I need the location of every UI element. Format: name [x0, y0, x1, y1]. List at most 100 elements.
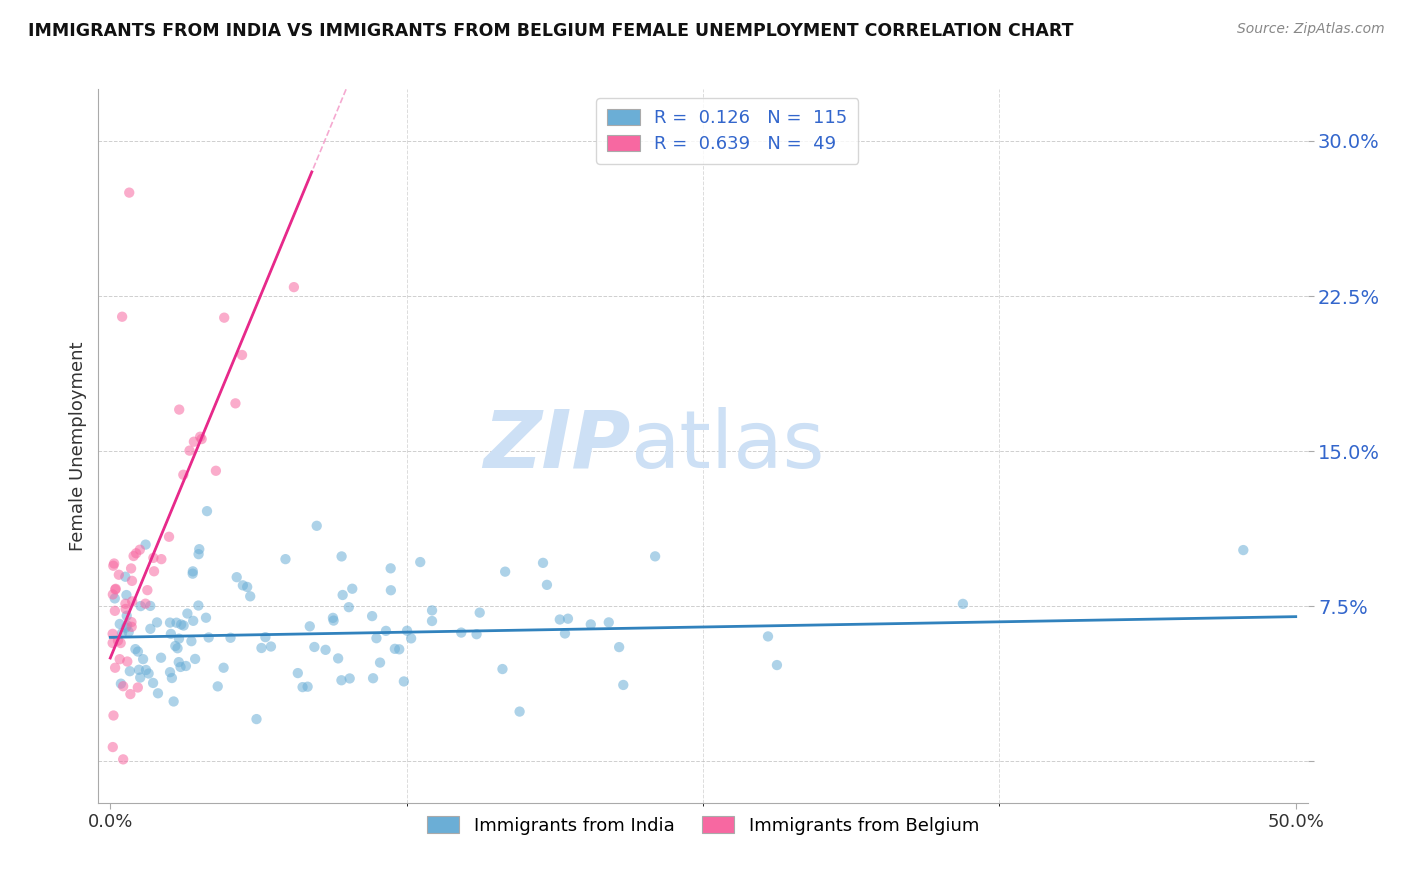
Point [101, 636, 124, 650]
Point [167, 655, 190, 669]
Point [110, 676, 132, 690]
Point [322, 614, 344, 628]
Point [195, 611, 218, 625]
Point [121, 594, 143, 608]
Point [420, 614, 443, 628]
Point [598, 615, 620, 630]
Point [128, 542, 150, 557]
Point [114, 602, 136, 616]
Point [195, 504, 218, 518]
Point [157, 530, 180, 544]
Point [330, 673, 353, 688]
Point [136, 583, 159, 598]
Point [181, 614, 204, 628]
Point [108, 652, 131, 666]
Point [375, 624, 398, 638]
Point [115, 621, 138, 635]
Point [179, 443, 201, 458]
Point [239, 590, 262, 604]
Point [326, 651, 349, 665]
Point [342, 582, 364, 596]
Point [181, 565, 204, 579]
Point [112, 679, 135, 693]
Point [212, 310, 235, 325]
Point [399, 632, 422, 646]
Point [219, 631, 242, 645]
Point [111, 310, 134, 324]
Point [104, 582, 127, 597]
Point [305, 518, 328, 533]
Point [120, 561, 142, 575]
Point [339, 672, 361, 686]
Point [250, 640, 273, 655]
Point [361, 609, 384, 624]
Point [176, 607, 198, 621]
Point [138, 666, 160, 681]
Point [146, 686, 169, 700]
Point [170, 617, 193, 632]
Point [188, 542, 211, 557]
Point [337, 600, 360, 615]
Point [139, 622, 162, 636]
Point [150, 650, 173, 665]
Point [101, 587, 124, 601]
Point [101, 740, 124, 755]
Point [392, 674, 415, 689]
Point [104, 591, 127, 606]
Point [236, 580, 259, 594]
Point [283, 280, 305, 294]
Point [135, 538, 157, 552]
Point [297, 680, 319, 694]
Point [183, 434, 205, 449]
Point [160, 671, 183, 685]
Point [536, 578, 558, 592]
Point [124, 642, 146, 657]
Point [101, 627, 124, 641]
Point [139, 599, 162, 613]
Point [212, 661, 235, 675]
Point [104, 604, 127, 618]
Point [129, 599, 152, 613]
Point [245, 712, 267, 726]
Text: IMMIGRANTS FROM INDIA VS IMMIGRANTS FROM BELGIUM FEMALE UNEMPLOYMENT CORRELATION: IMMIGRANTS FROM INDIA VS IMMIGRANTS FROM… [28, 22, 1074, 40]
Point [146, 615, 169, 630]
Point [104, 582, 127, 596]
Point [332, 588, 354, 602]
Point [579, 617, 602, 632]
Point [287, 666, 309, 681]
Point [260, 640, 283, 654]
Point [132, 652, 155, 666]
Y-axis label: Female Unemployment: Female Unemployment [69, 342, 87, 550]
Point [166, 641, 188, 656]
Point [129, 671, 152, 685]
Point [330, 549, 353, 564]
Point [205, 464, 228, 478]
Point [117, 655, 139, 669]
Point [368, 656, 391, 670]
Point [122, 549, 145, 563]
Point [187, 599, 209, 613]
Point [612, 678, 634, 692]
Point [166, 615, 188, 630]
Point [207, 679, 229, 693]
Point [468, 606, 491, 620]
Point [110, 636, 132, 650]
Point [756, 629, 779, 643]
Point [766, 658, 789, 673]
Point [531, 556, 554, 570]
Point [108, 617, 131, 632]
Point [169, 660, 191, 674]
Point [187, 547, 209, 561]
Point [388, 642, 411, 657]
Point [115, 588, 138, 602]
Point [159, 665, 181, 680]
Point [165, 639, 187, 653]
Point [125, 546, 148, 560]
Legend: Immigrants from India, Immigrants from Belgium: Immigrants from India, Immigrants from B… [418, 807, 988, 844]
Point [142, 550, 165, 565]
Point [150, 552, 173, 566]
Point [465, 627, 488, 641]
Point [173, 618, 195, 632]
Point [380, 583, 402, 598]
Text: atlas: atlas [630, 407, 825, 485]
